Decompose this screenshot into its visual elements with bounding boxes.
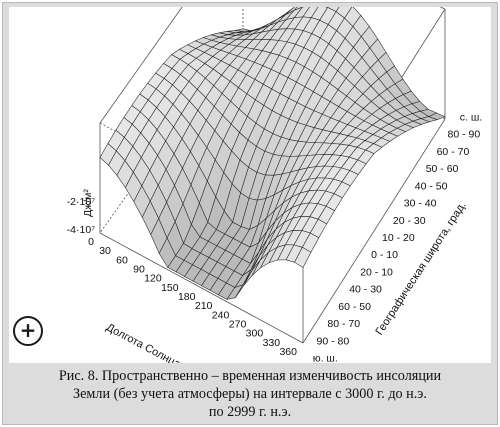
surface-cell <box>294 246 312 268</box>
y-tick-label: 80 - 70 <box>327 318 360 330</box>
z-axis-title: Дж/м² <box>82 189 94 217</box>
box-edge <box>302 118 446 344</box>
y-tick-label: 90 - 80 <box>317 335 350 347</box>
x-tick-label: 360 <box>279 346 297 358</box>
y-tick-label: 60 - 50 <box>338 301 371 313</box>
x-tick-label: 300 <box>246 328 264 340</box>
y-tick-label: 10 - 20 <box>382 232 415 244</box>
y-top-label: с. ш. <box>460 112 482 124</box>
plus-icon: + <box>19 318 37 342</box>
caption-line-3: по 2999 г. н.э. <box>208 404 292 420</box>
y-tick-label: 40 - 30 <box>349 284 382 296</box>
y-tick-label: 20 - 30 <box>393 215 426 227</box>
x-tick-label: 150 <box>161 282 179 294</box>
surface-plot: 0 30 60 90 120 150 180 210 240 270 300 330 360 90 - 8… <box>9 7 491 363</box>
caption-line-1: Рис. 8. Пространственно – временная изме… <box>58 368 442 384</box>
x-tick-label: 120 <box>144 273 162 285</box>
zoom-button[interactable]: + <box>13 316 43 346</box>
box-edge <box>99 232 304 344</box>
y-tick-label: 80 - 90 <box>448 129 481 141</box>
x-tick-label: 180 <box>178 291 196 303</box>
z-tick-label: -2·10⁷ <box>67 196 96 208</box>
caption-line-2: Земли (без учета атмосферы) на интервале… <box>73 386 427 402</box>
box-edge <box>99 7 183 124</box>
y-tick-label: 30 - 40 <box>404 198 437 210</box>
x-tick-label: 90 <box>133 264 145 276</box>
y-tick-label: 20 - 10 <box>360 267 393 279</box>
x-tick-label: 270 <box>229 319 247 331</box>
x-tick-label: 60 <box>116 254 128 266</box>
z-tick-label: -4·10⁷ <box>67 224 96 236</box>
x-tick-label: 330 <box>263 337 281 349</box>
x-tick-label: 210 <box>195 300 213 312</box>
surface-mesh <box>99 7 446 300</box>
y-tick-label: 50 - 60 <box>426 163 459 175</box>
y-bottom-label: ю. ш. <box>313 353 338 363</box>
figure-caption: Рис. 8. Пространственно – временная изме… <box>7 367 493 421</box>
x-tick-label: 0 <box>88 236 94 248</box>
x-tick-label: 240 <box>212 309 230 321</box>
y-tick-label: 40 - 50 <box>415 180 448 192</box>
y-tick-label: 60 - 70 <box>437 146 470 158</box>
y-tick-label: 0 - 10 <box>371 249 398 261</box>
x-tick-label: 30 <box>99 245 111 257</box>
x-axis-title: Долгота Солнца, град. <box>104 321 210 363</box>
